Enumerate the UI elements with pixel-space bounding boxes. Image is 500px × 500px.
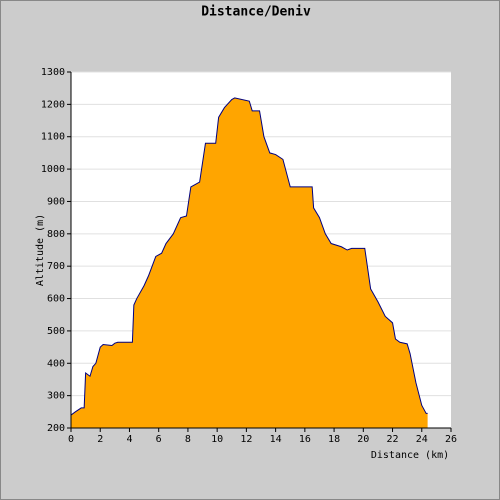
y-tick-label: 1100	[41, 132, 65, 143]
x-tick-label: 8	[185, 434, 191, 445]
x-tick-label: 16	[299, 434, 311, 445]
x-tick-label: 26	[445, 434, 457, 445]
x-tick-label: 2	[97, 434, 103, 445]
y-tick-label: 400	[47, 358, 65, 369]
y-tick-label: 1200	[41, 99, 65, 110]
y-tick-label: 200	[47, 423, 65, 434]
x-tick-label: 24	[416, 434, 428, 445]
x-tick-label: 20	[357, 434, 369, 445]
chart-title: Distance/Deniv	[201, 5, 311, 20]
y-tick-label: 300	[47, 391, 65, 402]
x-tick-label: 14	[270, 434, 282, 445]
y-tick-label: 900	[47, 196, 65, 207]
x-tick-label: 6	[156, 434, 162, 445]
y-tick-label: 600	[47, 294, 65, 305]
y-tick-label: 700	[47, 261, 65, 272]
x-tick-label: 10	[211, 434, 223, 445]
y-axis-title: Altitude (m)	[35, 214, 46, 286]
x-tick-label: 0	[68, 434, 74, 445]
y-tick-label: 800	[47, 229, 65, 240]
area	[71, 97, 428, 429]
y-tick-label: 1000	[41, 164, 65, 175]
line	[70, 97, 428, 416]
x-tick-label: 18	[328, 434, 340, 445]
x-tick-label: 22	[387, 434, 399, 445]
x-axis-title: Distance (km)	[371, 450, 449, 461]
y-tick-label: 500	[47, 326, 65, 337]
y-tick-label: 1300	[41, 67, 65, 78]
x-tick-label: 4	[126, 434, 132, 445]
x-tick-label: 12	[240, 434, 252, 445]
